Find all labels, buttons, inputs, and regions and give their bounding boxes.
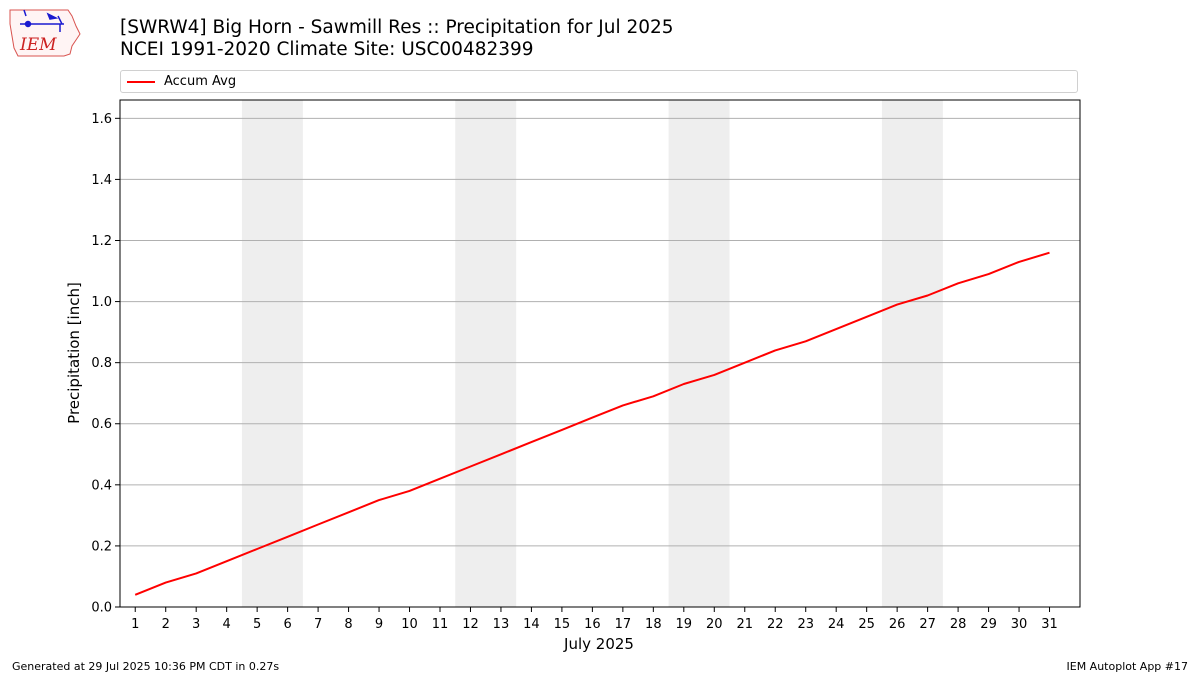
x-tick-label: 17 (615, 617, 632, 632)
x-tick-label: 27 (919, 617, 936, 632)
legend-label: Accum Avg (164, 74, 237, 89)
x-tick-label: 20 (706, 617, 723, 632)
x-tick-label: 25 (858, 617, 875, 632)
weekend-band-0 (241, 100, 303, 607)
x-tick-label: 18 (645, 617, 662, 632)
x-axis: 1 2 3 4 5 6 7 8 9 10 11 12 13 14 15 16 17 18 19 20 21 22 23 24 2… (131, 607, 1058, 632)
y-tick-label: 1.4 (91, 173, 112, 188)
data-point (713, 374, 715, 376)
logo-text: IEM (19, 35, 57, 55)
data-point (409, 490, 411, 492)
data-point (165, 582, 167, 584)
data-point (805, 340, 807, 342)
x-axis-label: July 2025 (563, 635, 634, 653)
data-point (591, 417, 593, 419)
x-tick-label: 14 (523, 617, 540, 632)
data-point (348, 511, 350, 513)
x-tick-label: 23 (797, 617, 814, 632)
data-point (469, 466, 471, 468)
x-tick-label: 5 (253, 617, 261, 632)
generated-timestamp: Generated at 29 Jul 2025 10:36 PM CDT in… (12, 660, 280, 673)
weekend-band-3 (881, 100, 943, 607)
y-tick-label: 0.0 (91, 601, 112, 616)
data-point (226, 560, 228, 562)
data-point (439, 478, 441, 480)
grid-lines (120, 117, 1080, 547)
data-point (195, 572, 197, 574)
y-axis-label: Precipitation [inch] (65, 282, 83, 424)
x-tick-label: 9 (375, 617, 383, 632)
data-point (927, 294, 929, 296)
x-tick-label: 11 (432, 617, 449, 632)
legend: Accum Avg (120, 70, 1078, 93)
x-tick-label: 13 (493, 617, 510, 632)
x-tick-label: 31 (1041, 617, 1058, 632)
data-point (988, 273, 990, 275)
x-tick-label: 8 (344, 617, 352, 632)
app-credit: IEM Autoplot App #17 (1066, 660, 1189, 673)
data-point (835, 328, 837, 330)
data-point (378, 499, 380, 501)
data-point (896, 304, 898, 306)
x-tick-label: 29 (980, 617, 997, 632)
data-point (317, 524, 319, 526)
data-point (287, 536, 289, 538)
x-tick-label: 1 (131, 617, 139, 632)
weekend-band-2 (668, 100, 730, 607)
x-tick-label: 2 (162, 617, 170, 632)
x-tick-label: 7 (314, 617, 322, 632)
series-layer (134, 251, 1051, 596)
legend-swatch (127, 81, 155, 83)
data-point (774, 349, 776, 351)
x-tick-label: 22 (767, 617, 784, 632)
chart-subtitle: NCEI 1991-2020 Climate Site: USC00482399 (120, 39, 534, 60)
y-tick-label: 0.2 (91, 539, 112, 554)
x-tick-label: 16 (584, 617, 601, 632)
weekend-bands (241, 100, 943, 607)
series-line-accum-avg (134, 251, 1050, 596)
data-point (957, 282, 959, 284)
y-tick-label: 1.0 (91, 295, 112, 310)
x-tick-label: 15 (554, 617, 571, 632)
data-point (134, 594, 136, 596)
data-point (561, 429, 563, 431)
x-tick-label: 4 (223, 617, 231, 632)
iem-logo: IEM (9, 9, 81, 57)
x-tick-label: 10 (401, 617, 418, 632)
data-point (622, 404, 624, 406)
data-point (1018, 261, 1020, 263)
y-tick-label: 1.6 (91, 112, 112, 127)
x-tick-label: 6 (283, 617, 291, 632)
y-tick-label: 0.4 (91, 478, 112, 493)
y-axis: 0.0 0.2 0.4 0.6 0.8 1.0 1.2 1.4 1.6 (91, 112, 120, 616)
y-tick-label: 1.2 (91, 234, 112, 249)
y-tick-label: 0.6 (91, 417, 112, 432)
x-tick-label: 28 (950, 617, 967, 632)
weather-station-icon (20, 9, 64, 32)
x-tick-label: 21 (736, 617, 753, 632)
data-point (683, 383, 685, 385)
data-point (530, 441, 532, 443)
data-point (652, 395, 654, 397)
x-tick-label: 30 (1011, 617, 1028, 632)
weekend-band-1 (455, 100, 517, 607)
data-point (744, 362, 746, 364)
y-tick-label: 0.8 (91, 356, 112, 371)
x-tick-label: 26 (889, 617, 906, 632)
x-tick-label: 19 (676, 617, 693, 632)
data-point (866, 316, 868, 318)
chart-title: [SWRW4] Big Horn - Sawmill Res :: Precip… (120, 17, 674, 38)
plot-frame (119, 99, 1081, 608)
x-tick-label: 12 (462, 617, 479, 632)
x-tick-label: 24 (828, 617, 845, 632)
data-point (500, 453, 502, 455)
data-point (256, 548, 258, 550)
data-point (1049, 252, 1051, 254)
x-tick-label: 3 (192, 617, 200, 632)
